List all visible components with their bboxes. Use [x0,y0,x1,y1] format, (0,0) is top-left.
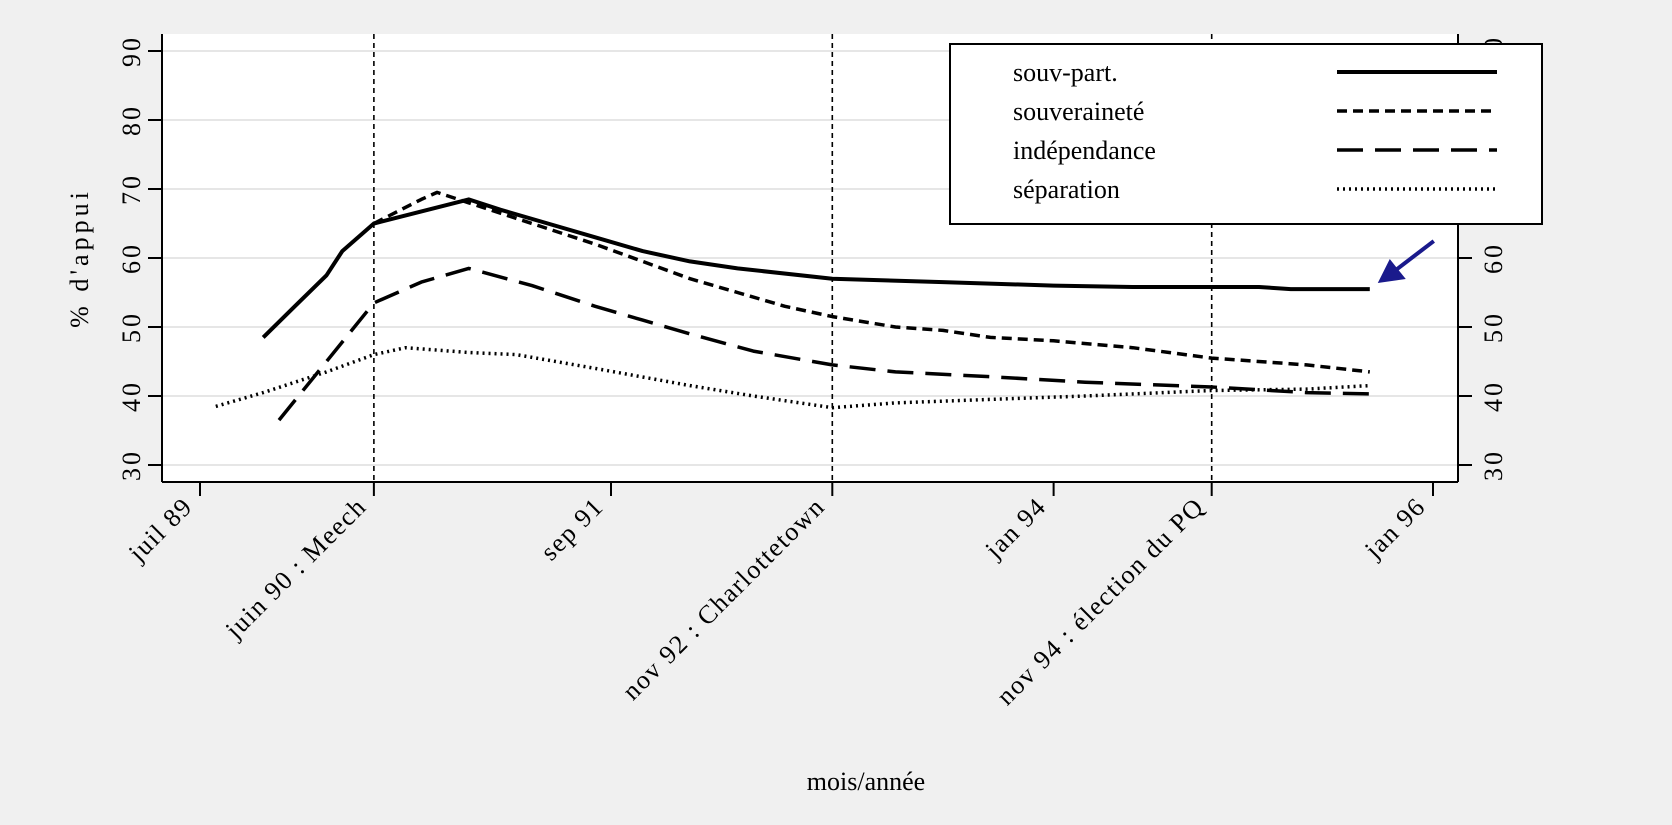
y-tick-label-right: 30 [1479,449,1508,481]
y-tick-label-left: 90 [117,35,146,67]
y-tick-label-left: 30 [117,449,146,481]
legend-label: indépendance [1013,136,1156,165]
y-axis-title: % d'appui [65,188,94,328]
series-line [373,190,1370,374]
legend-label: souveraineté [1013,97,1144,126]
series-layer [215,190,1370,422]
series-line [261,197,1370,339]
arrow-head [1377,259,1406,284]
y-tick-label-left: 80 [117,104,146,136]
y-tick-label-left: 70 [117,173,146,205]
legend-label: souv-part. [1013,58,1118,87]
arrow-shaft [1394,239,1435,272]
series-line [215,345,1370,410]
y-tick-label-left: 60 [117,242,146,274]
y-tick-label-left: 40 [117,380,146,412]
y-tick-label-left: 50 [117,311,146,343]
legend-label: séparation [1013,175,1120,204]
series-line [277,266,1370,422]
y-tick-label-right: 40 [1479,380,1508,412]
y-tick-label-right: 50 [1479,311,1508,343]
x-axis-title: mois/année [807,767,925,796]
legend: souv-part. souveraineté indépendance sépara… [949,43,1543,225]
y-tick-label-right: 60 [1479,242,1508,274]
annotation-arrow [1377,239,1435,284]
